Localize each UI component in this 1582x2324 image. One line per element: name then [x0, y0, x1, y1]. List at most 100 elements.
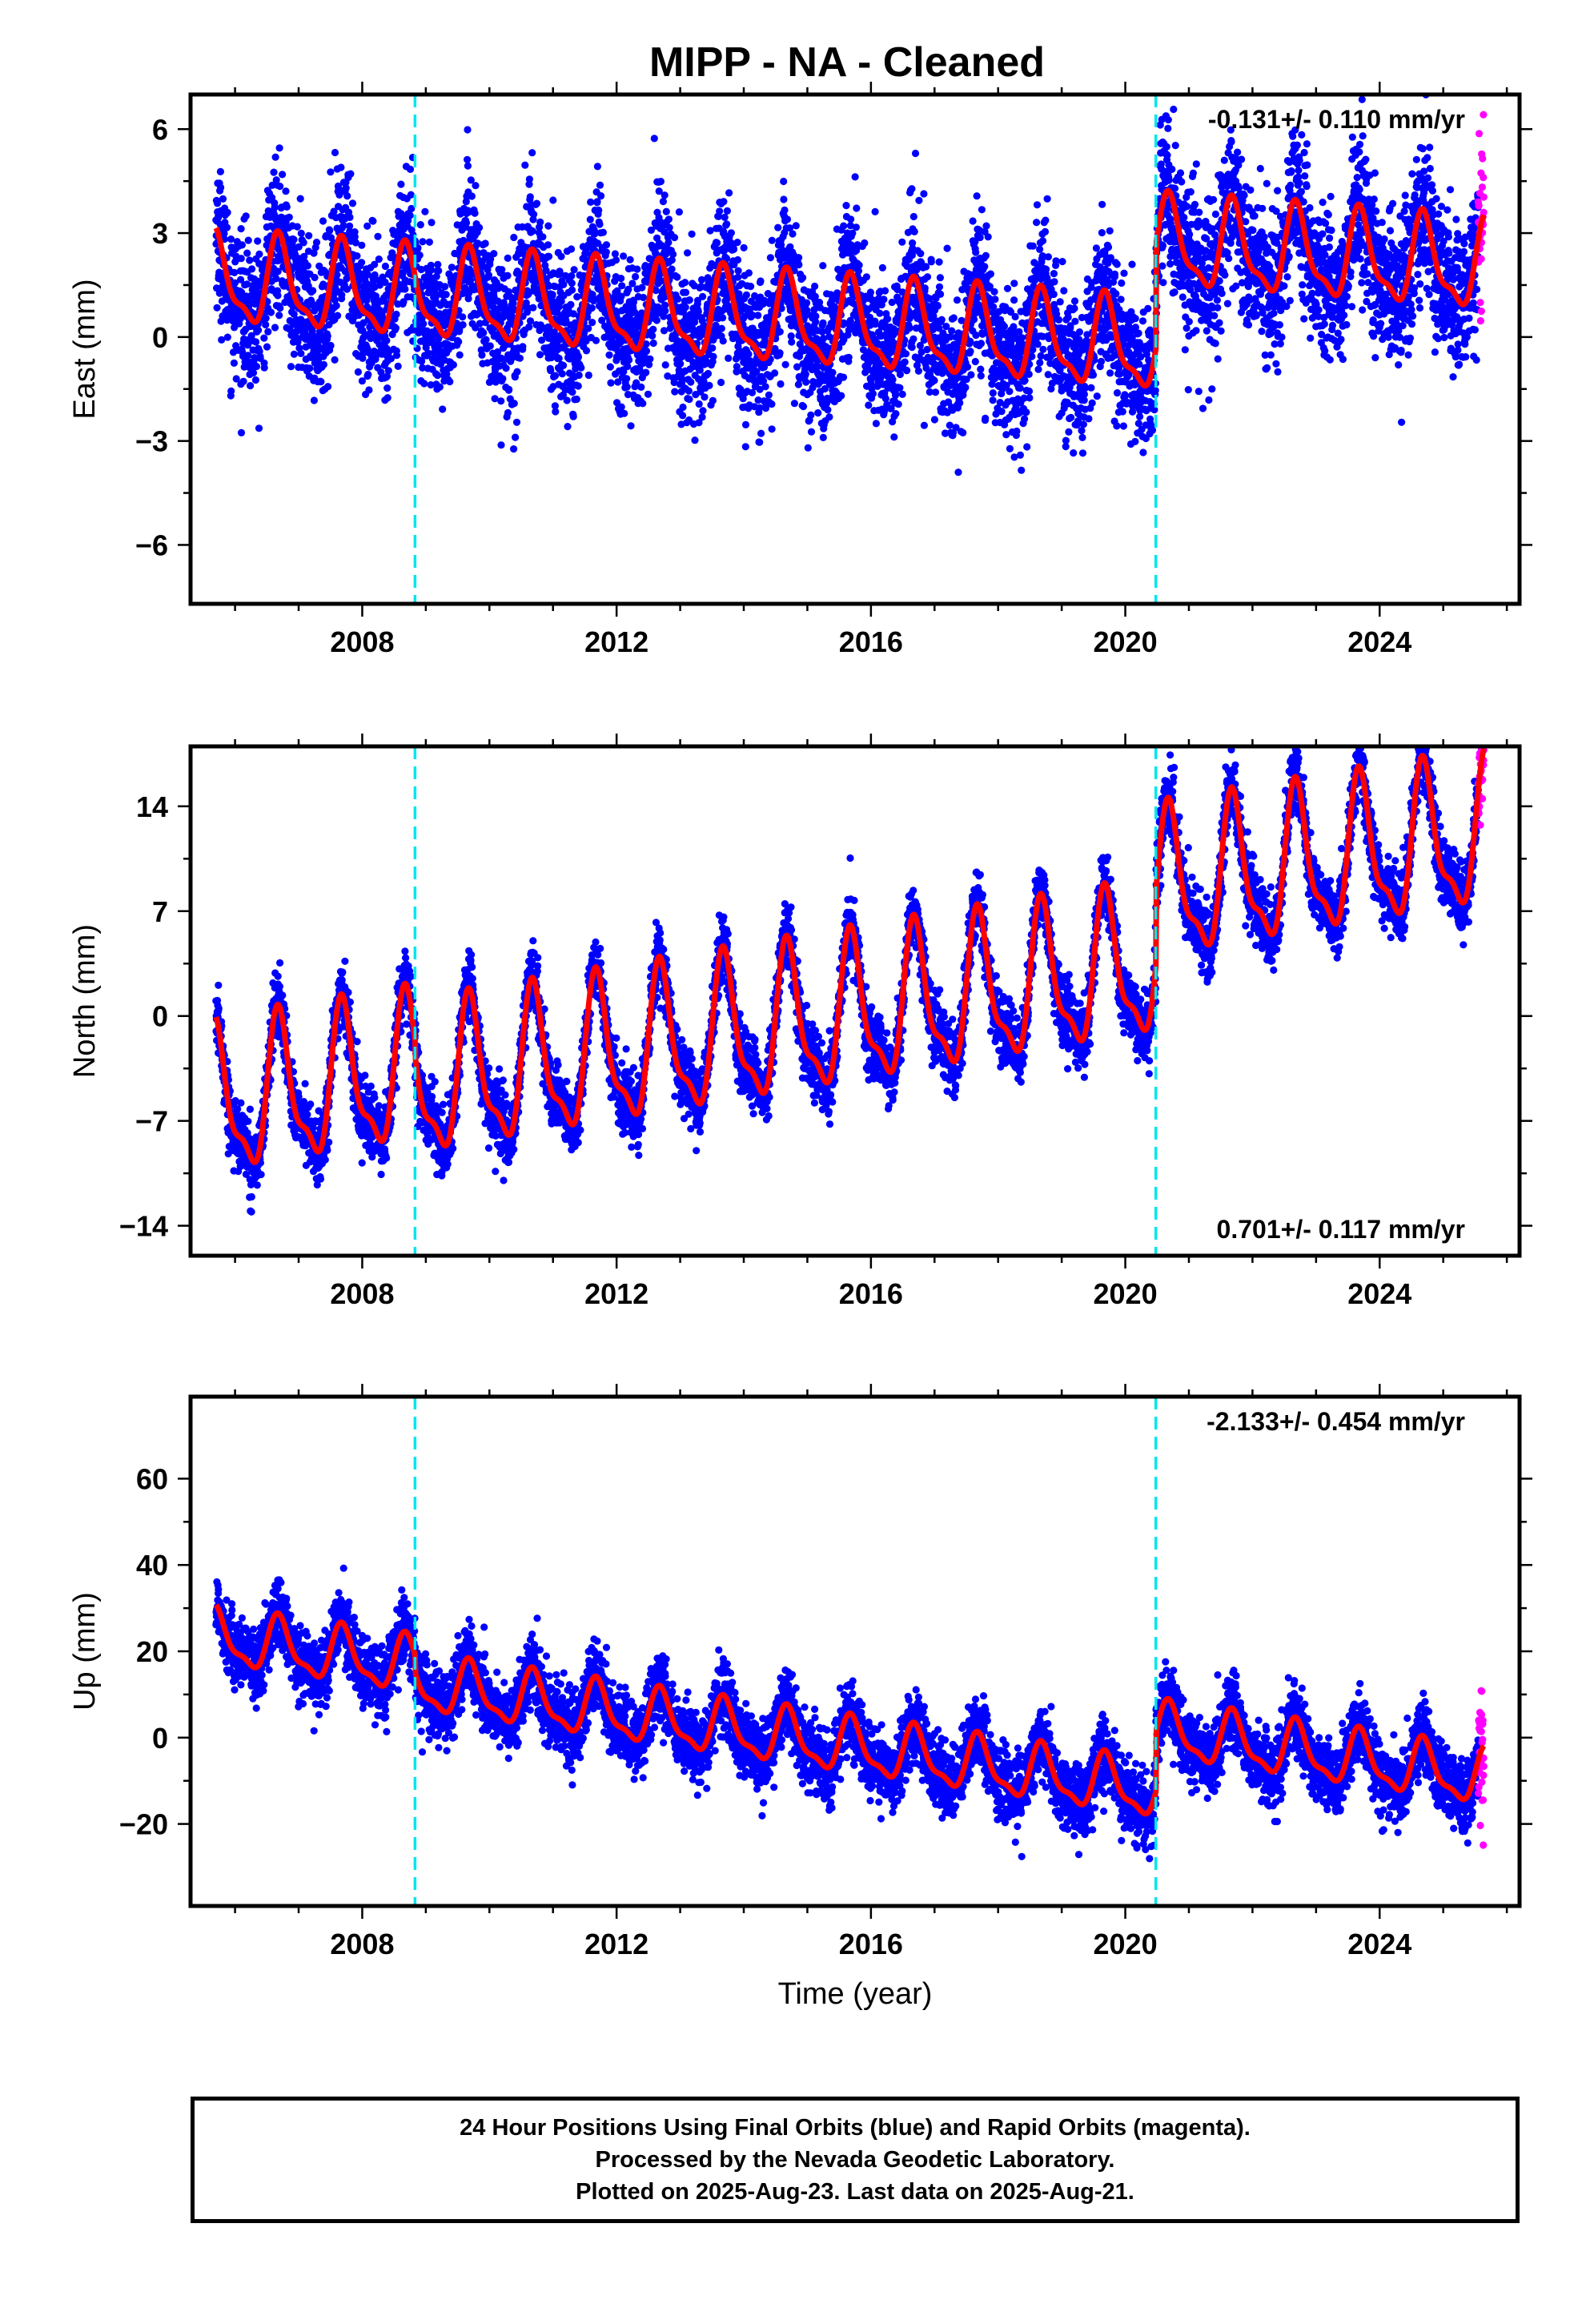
data-point: [446, 378, 454, 386]
data-point: [331, 356, 339, 364]
data-point: [584, 324, 592, 332]
data-point: [456, 210, 464, 218]
data-point: [768, 236, 776, 244]
data-point: [981, 263, 989, 271]
data-point: [1056, 298, 1064, 306]
data-point: [970, 316, 978, 324]
data-point: [539, 233, 547, 241]
data-point: [464, 126, 472, 134]
data-point: [901, 358, 909, 366]
data-point: [733, 239, 741, 247]
data-point: [665, 223, 673, 231]
data-point: [218, 297, 226, 305]
data-point: [966, 348, 974, 356]
data-point: [244, 236, 252, 244]
data-point: [903, 367, 911, 375]
data-point: [363, 271, 371, 279]
data-point: [824, 406, 832, 414]
data-point: [914, 367, 922, 375]
data-point: [592, 336, 600, 344]
data-point: [661, 191, 669, 199]
data-point: [954, 468, 962, 476]
data-point: [588, 319, 596, 327]
data-point: [719, 337, 727, 345]
data-point: [742, 291, 751, 299]
data-point: [948, 327, 956, 335]
data-point: [991, 296, 999, 304]
data-point: [1070, 304, 1078, 312]
data-point: [1058, 258, 1066, 266]
data-point: [568, 279, 576, 287]
data-point: [374, 232, 382, 240]
data-point: [408, 204, 416, 213]
data-point: [375, 255, 383, 263]
data-point: [227, 387, 235, 395]
data-point: [637, 383, 645, 391]
data-point: [1075, 328, 1083, 336]
data-point: [1070, 449, 1078, 457]
data-point: [310, 396, 318, 404]
data-point: [279, 171, 287, 179]
data-point: [1013, 427, 1021, 436]
data-point: [481, 239, 489, 247]
data-point: [1078, 427, 1086, 435]
data-point: [1050, 278, 1058, 286]
data-point: [611, 250, 620, 258]
data-point: [323, 332, 331, 340]
data-point: [727, 229, 736, 237]
data-point: [734, 267, 742, 275]
data-point: [577, 364, 585, 372]
data-point: [459, 321, 467, 329]
data-point: [1043, 195, 1051, 203]
data-point: [564, 423, 572, 431]
data-point: [545, 282, 553, 290]
data-point: [852, 223, 860, 231]
data-point: [480, 328, 488, 337]
data-point: [894, 400, 902, 408]
data-point: [351, 232, 359, 241]
data-point: [1033, 201, 1042, 209]
data-point: [467, 176, 475, 184]
data-point: [513, 368, 521, 376]
data-point: [230, 359, 238, 367]
data-point: [1062, 436, 1070, 444]
data-point: [1006, 444, 1014, 452]
data-point: [238, 241, 246, 249]
data-point: [490, 250, 498, 258]
data-point: [761, 383, 769, 391]
data-point: [486, 260, 494, 268]
data-point: [1016, 384, 1024, 392]
data-point: [346, 213, 354, 221]
data-point: [324, 383, 332, 391]
data-point: [297, 229, 305, 237]
data-point: [271, 203, 279, 211]
data-point: [1080, 390, 1088, 398]
data-point: [990, 287, 998, 296]
data-point: [780, 177, 788, 186]
data-point: [819, 319, 827, 327]
data-point: [459, 313, 467, 321]
data-point: [487, 255, 495, 263]
data-point: [549, 383, 557, 391]
data-point: [709, 396, 717, 404]
data-point: [254, 237, 262, 245]
data-point: [768, 400, 776, 408]
data-point: [915, 196, 923, 204]
data-point: [880, 296, 888, 304]
data-point: [871, 207, 879, 215]
data-point: [931, 388, 940, 396]
data-point: [584, 313, 592, 321]
data-point: [1050, 270, 1058, 278]
data-point: [620, 252, 628, 260]
data-point: [976, 233, 984, 242]
data-point: [521, 161, 529, 169]
data-point: [623, 375, 631, 383]
data-point: [626, 255, 634, 263]
data-point: [371, 260, 379, 268]
data-point: [741, 443, 749, 451]
data-point: [884, 315, 892, 323]
data-point: [510, 400, 518, 408]
data-point: [825, 413, 833, 421]
data-point: [640, 293, 648, 302]
data-point: [890, 433, 898, 441]
